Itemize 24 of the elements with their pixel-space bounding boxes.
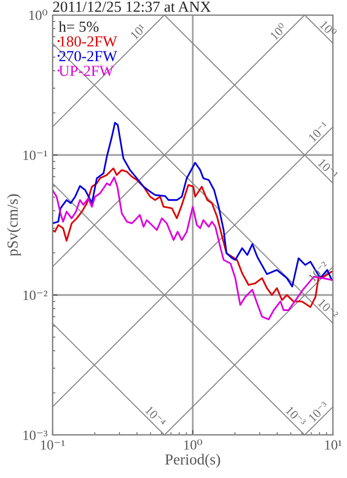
y-tick-label: 10⁻² <box>23 290 48 300</box>
y-tick-label: 10⁻³ <box>23 430 48 440</box>
legend-label: UP-2FW <box>58 66 114 76</box>
y-axis-title: pSv(cm/s) <box>7 194 21 256</box>
y-tick-label: 10⁻¹ <box>23 150 48 160</box>
x-tick-label: 10⁻¹ <box>41 440 65 450</box>
annotation: 10⁰ <box>319 20 338 38</box>
legend-title: h= 5% <box>58 21 99 32</box>
annotation: 10⁻⁴ <box>144 406 166 428</box>
annotation: 10⁻¹ <box>308 121 330 142</box>
annotation: 10⁻¹ <box>318 158 339 180</box>
annotation: 10¹ <box>130 23 146 40</box>
legend-label: 270-2FW <box>59 50 118 62</box>
y-tick-label: 10⁰ <box>29 10 48 20</box>
annotation: 10⁻³ <box>308 401 330 422</box>
annotation: 10⁻² <box>318 298 339 320</box>
legend-label: 180-2FW <box>60 36 118 47</box>
x-tick-label: 10¹ <box>325 440 342 450</box>
x-tick-label: 10⁰ <box>184 439 202 450</box>
x-axis-title: Period(s) <box>165 454 220 468</box>
annotation: 10⁻³ <box>285 406 306 428</box>
annotation: 10⁻² <box>308 261 330 282</box>
chart-title: 2011/12/25 12:37 at ANX <box>53 2 211 12</box>
annotation: 10⁰ <box>269 22 288 40</box>
